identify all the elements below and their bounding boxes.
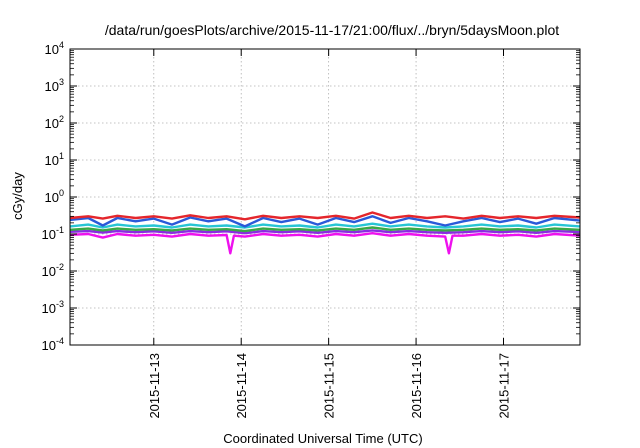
series-line [69,211,581,221]
y-tick-label: 103 [45,77,64,94]
x-axis-label: Coordinated Universal Time (UTC) [223,431,422,446]
y-tick-label: 10-1 [42,225,64,242]
y-axis-label: cGy/day [10,172,25,220]
series-line [69,226,581,233]
x-tick-label: 2015-11-17 [497,353,512,419]
series-line [69,222,581,229]
y-tick-label: 10-3 [42,299,64,316]
y-tick-label: 10-2 [42,262,64,279]
series-line [69,215,581,228]
y-tick-label: 101 [45,151,64,168]
chart-title: /data/run/goesPlots/archive/2015-11-17/2… [105,22,559,38]
y-tick-label: 100 [45,188,64,205]
y-tick-label: 10-4 [42,336,64,353]
series-group [69,211,581,255]
axis-ticks [70,48,580,346]
x-tick-label: 2015-11-16 [409,353,424,419]
y-tick-label: 102 [45,114,64,131]
series-line [69,229,581,235]
grid-lines [70,49,580,345]
series-line [69,231,581,255]
x-tick-labels: 2015-11-13 2015-11-14 2015-11-15 2015-11-16… [147,353,512,419]
y-tick-label: 104 [45,40,64,57]
x-tick-label: 2015-11-14 [234,353,249,419]
y-tick-labels: 10-4 10-3 10-2 10-1 100 101 102 103 104 [42,40,64,353]
x-tick-label: 2015-11-15 [322,353,337,419]
x-tick-label: 2015-11-13 [147,353,162,419]
